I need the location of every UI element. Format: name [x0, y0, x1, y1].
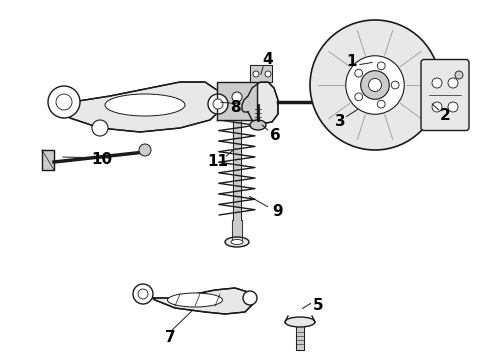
- Text: 8: 8: [230, 100, 240, 116]
- Circle shape: [346, 56, 404, 114]
- Circle shape: [243, 291, 257, 305]
- Ellipse shape: [168, 293, 222, 307]
- Polygon shape: [134, 288, 255, 314]
- Circle shape: [139, 144, 151, 156]
- Text: 2: 2: [440, 108, 450, 122]
- Circle shape: [432, 102, 442, 112]
- Circle shape: [368, 78, 382, 91]
- Ellipse shape: [105, 94, 185, 116]
- Circle shape: [265, 71, 271, 77]
- Circle shape: [253, 71, 259, 77]
- Circle shape: [310, 20, 440, 150]
- Circle shape: [208, 94, 228, 114]
- Circle shape: [138, 289, 148, 299]
- Circle shape: [355, 69, 363, 77]
- Circle shape: [455, 71, 463, 79]
- Circle shape: [391, 81, 399, 89]
- Text: 1: 1: [347, 54, 357, 69]
- Polygon shape: [50, 82, 225, 132]
- Ellipse shape: [231, 239, 243, 244]
- Circle shape: [377, 62, 385, 70]
- Text: 9: 9: [273, 204, 283, 220]
- Polygon shape: [233, 115, 241, 220]
- FancyBboxPatch shape: [421, 59, 469, 130]
- Polygon shape: [232, 220, 242, 240]
- Text: 7: 7: [165, 330, 175, 346]
- Circle shape: [92, 120, 108, 136]
- Circle shape: [133, 284, 153, 304]
- Polygon shape: [242, 82, 278, 124]
- Polygon shape: [42, 150, 54, 170]
- Polygon shape: [250, 65, 272, 82]
- Text: 5: 5: [313, 297, 323, 312]
- Circle shape: [377, 100, 385, 108]
- Text: 4: 4: [263, 53, 273, 68]
- Circle shape: [448, 102, 458, 112]
- Circle shape: [232, 92, 242, 102]
- Polygon shape: [296, 327, 304, 350]
- Polygon shape: [217, 82, 257, 120]
- Ellipse shape: [250, 120, 266, 130]
- Circle shape: [448, 78, 458, 88]
- Circle shape: [48, 86, 80, 118]
- Circle shape: [361, 71, 389, 99]
- Text: 11: 11: [207, 154, 228, 170]
- Ellipse shape: [225, 237, 249, 247]
- Circle shape: [355, 93, 363, 101]
- Circle shape: [432, 78, 442, 88]
- Text: 6: 6: [270, 127, 280, 143]
- Text: 3: 3: [335, 114, 345, 130]
- Circle shape: [213, 99, 223, 109]
- Circle shape: [56, 94, 72, 110]
- Ellipse shape: [285, 317, 315, 327]
- Text: 10: 10: [92, 153, 113, 167]
